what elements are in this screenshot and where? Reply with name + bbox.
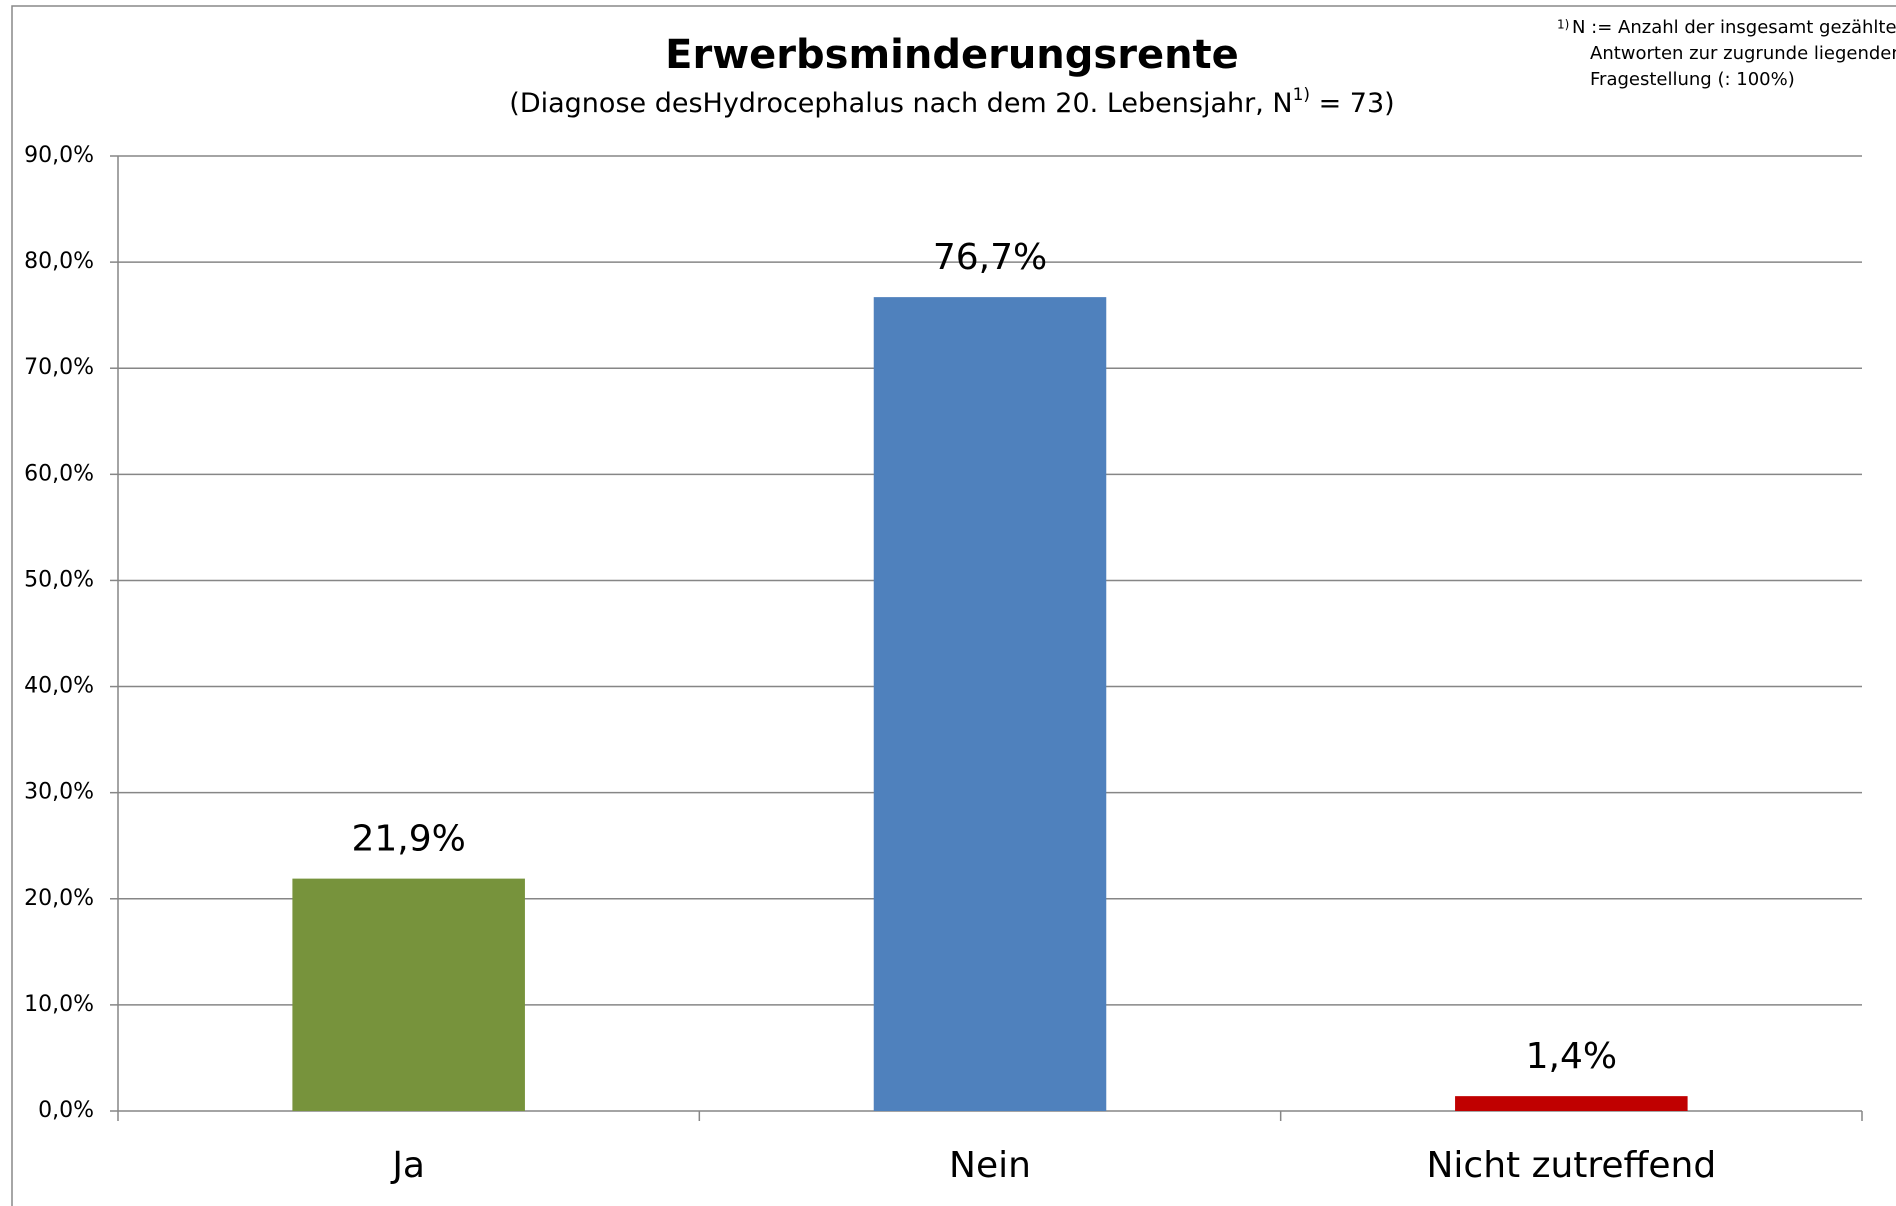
y-tick-label: 60,0%	[24, 461, 94, 486]
footnote-line: N := Anzahl der insgesamt gezählten	[1572, 17, 1896, 38]
footnote-line: Fragestellung (: 100%)	[1590, 69, 1795, 90]
y-tick-label: 80,0%	[24, 249, 94, 274]
bar	[873, 297, 1107, 1111]
footnote-line: Antworten zur zugrunde liegenden	[1590, 43, 1896, 64]
y-tick-label: 0,0%	[38, 1098, 94, 1123]
chart-subtitle: (Diagnose desHydrocephalus nach dem 20. …	[509, 85, 1394, 119]
y-tick-label: 30,0%	[24, 780, 94, 805]
y-tick-label: 20,0%	[24, 886, 94, 911]
value-label: 1,4%	[1526, 1036, 1617, 1077]
value-label: 76,7%	[933, 237, 1047, 278]
y-tick-label: 40,0%	[24, 674, 94, 699]
y-tick-label: 70,0%	[24, 355, 94, 380]
subtitle-superscript: 1)	[1293, 85, 1310, 105]
bar	[292, 878, 525, 1111]
y-tick-label: 50,0%	[24, 567, 94, 592]
subtitle-text: = 73)	[1310, 88, 1395, 119]
bar	[1455, 1096, 1688, 1111]
y-tick-label: 90,0%	[24, 143, 94, 168]
x-tick-label: Nicht zutreffend	[1426, 1145, 1716, 1186]
footnote-marker: 1)	[1557, 18, 1569, 32]
x-tick-label: Ja	[390, 1145, 425, 1186]
x-tick-label: Nein	[949, 1145, 1031, 1186]
subtitle-text: (Diagnose desHydrocephalus nach dem 20. …	[509, 88, 1292, 119]
y-tick-label: 10,0%	[24, 992, 94, 1017]
value-label: 21,9%	[351, 819, 465, 860]
chart-title: Erwerbsminderungsrente	[665, 32, 1239, 78]
